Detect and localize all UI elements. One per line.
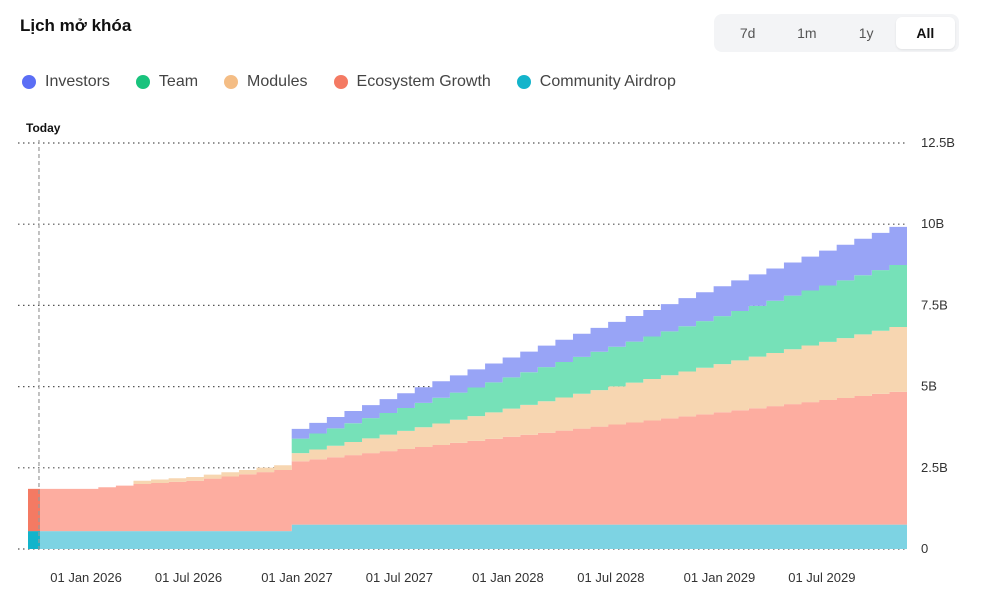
today-highlight-community-airdrop — [28, 531, 40, 549]
x-tick-label: 01 Jan 2029 — [684, 570, 756, 585]
y-tick-label: 10B — [921, 216, 944, 231]
legend-label: Team — [158, 73, 199, 90]
y-tick-label: 12.5B — [921, 135, 955, 150]
chart-legend: Investors Team Modules Ecosystem Growth … — [22, 73, 702, 91]
today-label: Today — [26, 121, 61, 135]
area-series-community-airdrop — [28, 524, 907, 549]
area-series-investors — [28, 226, 907, 489]
range-1m-button[interactable]: 1m — [797, 25, 817, 41]
range-all-button[interactable]: All — [895, 17, 955, 49]
y-tick-label: 5B — [921, 379, 937, 394]
legend-item-investors[interactable]: Investors — [22, 73, 110, 91]
x-tick-label: 01 Jan 2027 — [261, 570, 333, 585]
legend-label: Ecosystem Growth — [356, 73, 491, 90]
x-tick-label: 01 Jul 2026 — [155, 570, 222, 585]
legend-dot-icon — [516, 75, 531, 89]
x-tick-label: 01 Jan 2028 — [472, 570, 544, 585]
legend-dot-icon — [135, 75, 150, 89]
y-tick-label: 2.5B — [921, 460, 948, 475]
legend-label: Investors — [45, 73, 110, 90]
time-range-selector: 7d 1m 1y All — [714, 14, 959, 52]
y-tick-label: 7.5B — [921, 297, 948, 312]
legend-item-community-airdrop[interactable]: Community Airdrop — [516, 73, 676, 91]
legend-dot-icon — [22, 75, 36, 89]
x-tick-label: 01 Jan 2026 — [50, 570, 122, 585]
x-tick-label: 01 Jul 2027 — [366, 570, 433, 585]
range-1y-button[interactable]: 1y — [858, 25, 874, 41]
x-tick-label: 01 Jul 2029 — [788, 570, 855, 585]
legend-label: Community Airdrop — [539, 73, 676, 90]
legend-item-team[interactable]: Team — [135, 73, 199, 91]
legend-dot-icon — [333, 75, 348, 89]
today-highlight-ecosystem-growth — [28, 488, 40, 532]
legend-label: Modules — [247, 73, 308, 90]
legend-dot-icon — [224, 75, 239, 89]
x-tick-label: 01 Jul 2028 — [577, 570, 644, 585]
legend-item-modules[interactable]: Modules — [224, 73, 308, 91]
legend-item-ecosystem-growth[interactable]: Ecosystem Growth — [333, 73, 491, 91]
area-series-ecosystem-growth — [28, 391, 907, 532]
y-tick-label: 0 — [921, 541, 928, 556]
chart-title: Lịch mở khóa — [20, 16, 132, 35]
range-7d-button[interactable]: 7d — [739, 25, 756, 41]
